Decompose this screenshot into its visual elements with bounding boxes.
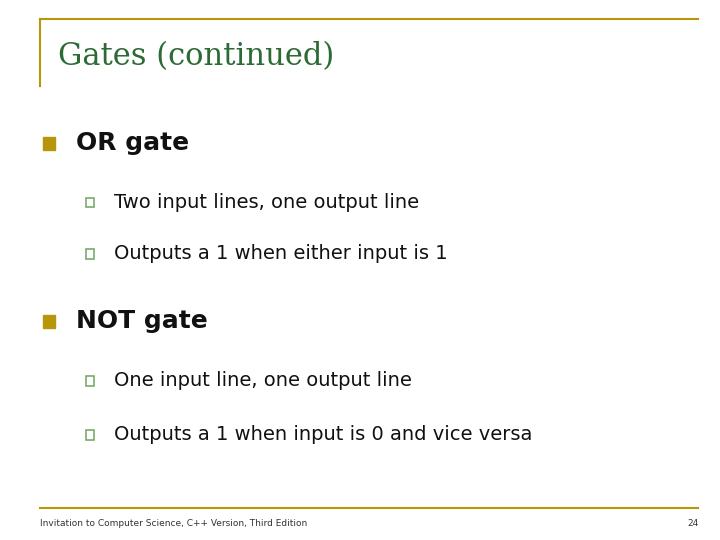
FancyBboxPatch shape — [86, 198, 94, 207]
FancyBboxPatch shape — [86, 249, 94, 259]
Text: Gates (continued): Gates (continued) — [58, 41, 334, 72]
FancyBboxPatch shape — [43, 137, 55, 150]
Text: Outputs a 1 when either input is 1: Outputs a 1 when either input is 1 — [114, 244, 447, 264]
Text: One input line, one output line: One input line, one output line — [114, 371, 412, 390]
FancyBboxPatch shape — [86, 376, 94, 386]
Text: Two input lines, one output line: Two input lines, one output line — [114, 193, 419, 212]
Text: Invitation to Computer Science, C++ Version, Third Edition: Invitation to Computer Science, C++ Vers… — [40, 519, 307, 528]
FancyBboxPatch shape — [43, 315, 55, 328]
Text: OR gate: OR gate — [76, 131, 189, 155]
Text: Outputs a 1 when input is 0 and vice versa: Outputs a 1 when input is 0 and vice ver… — [114, 425, 532, 444]
Text: 24: 24 — [687, 519, 698, 528]
Text: NOT gate: NOT gate — [76, 309, 207, 333]
FancyBboxPatch shape — [86, 430, 94, 440]
